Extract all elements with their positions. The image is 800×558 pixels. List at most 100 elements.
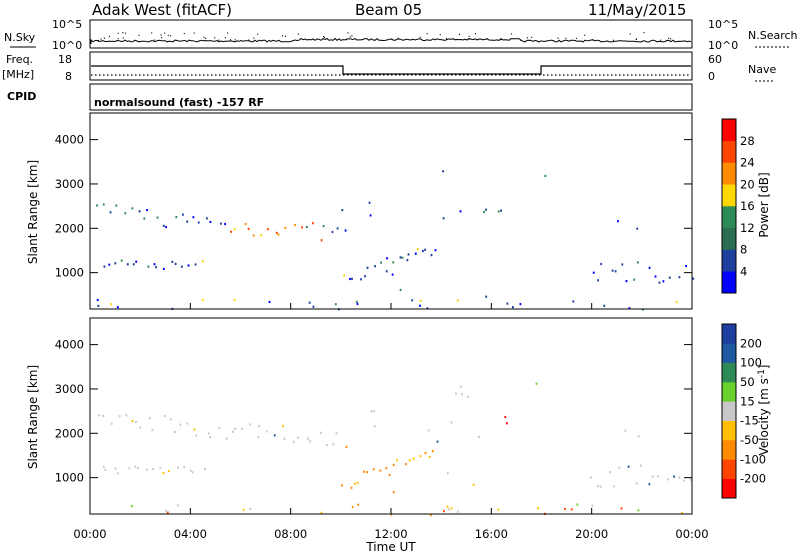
velocity-echo — [373, 410, 375, 413]
nsky-sample-dot — [575, 37, 577, 39]
power-echo — [399, 288, 402, 291]
power-echo — [344, 229, 347, 232]
power-echo — [364, 275, 366, 278]
power-echo — [351, 277, 353, 280]
power-echo — [182, 213, 184, 216]
power-echo — [685, 264, 687, 268]
nsky-sample-dot — [592, 39, 594, 41]
velocity-echo — [408, 459, 411, 462]
velocity-echo — [472, 483, 475, 486]
colorbar-swatch — [722, 440, 736, 460]
power-echo — [500, 209, 502, 212]
velocity-echo — [116, 472, 119, 475]
power-echo — [109, 211, 112, 214]
velocity-echo — [419, 455, 422, 458]
x-tick-label: 20:00 — [575, 527, 608, 541]
nsky-sample-dot — [439, 34, 441, 36]
colorbar-swatch — [722, 162, 736, 185]
power-echo — [633, 278, 636, 281]
power-echo — [343, 274, 345, 277]
x-tick-label: 16:00 — [475, 527, 508, 541]
freq-label: Freq. — [6, 53, 33, 66]
power-echo — [260, 234, 263, 237]
nsky-sample-dot — [557, 37, 559, 39]
power-echo — [424, 248, 426, 251]
power-echo — [483, 210, 485, 214]
power-echo — [192, 216, 195, 219]
velocity-echo — [478, 435, 480, 438]
nsky-trace — [90, 32, 692, 44]
colorbar-swatch — [722, 184, 736, 207]
velocity-echo — [428, 455, 431, 459]
power-echo — [135, 260, 138, 263]
nsky-sample-dot — [612, 39, 614, 41]
power-echo — [244, 223, 247, 226]
power-echo — [617, 220, 619, 223]
freq-strip-frame — [89, 51, 693, 81]
power-echo — [233, 228, 236, 231]
colorbar-swatch — [722, 119, 736, 142]
power-echo — [385, 270, 388, 273]
velocity-echo — [424, 451, 427, 455]
nsky-sample-dot — [349, 36, 351, 38]
power-panel-bg — [90, 113, 692, 309]
colorbar-swatch — [722, 227, 736, 250]
colorbar-tick-label: 50 — [740, 375, 755, 389]
power-echo — [426, 307, 429, 310]
velocity-echo — [249, 423, 251, 426]
velocity-echo — [164, 509, 167, 512]
y-tick-label: 3000 — [55, 382, 84, 396]
power-echo — [233, 298, 236, 301]
x-axis-ticks: 00:00 04:00 08:00 12:00 16:00 20:00 00:00 — [73, 303, 709, 541]
power-echo — [648, 266, 651, 269]
velocity-echo — [189, 469, 192, 472]
power-echo — [322, 225, 325, 228]
power-echo — [115, 204, 118, 207]
velocity-echo — [130, 505, 133, 508]
velocity-echo — [163, 414, 166, 418]
nsky-sample-dot — [214, 37, 216, 39]
x-tick-label: 00:00 — [73, 527, 106, 541]
power-echo — [366, 266, 369, 269]
nsky-sample-dot — [117, 32, 119, 34]
velocity-echo — [174, 430, 176, 434]
velocity-echo — [146, 468, 148, 471]
colorbar-frame — [721, 118, 737, 294]
nsky-sample-dot — [426, 33, 428, 35]
power-echo — [401, 256, 404, 259]
power-echo — [308, 301, 311, 304]
colorbar-swatch — [722, 382, 736, 402]
x-tick-label: 04:00 — [174, 527, 207, 541]
power-echo — [116, 306, 119, 309]
power-echo — [171, 260, 174, 263]
colorbar-tick-label: 100 — [740, 356, 762, 370]
velocity-echo — [370, 410, 373, 413]
velocity-echo — [183, 466, 186, 469]
nsky-sample-dot — [629, 33, 631, 35]
power-echo — [485, 208, 487, 211]
power-echo — [153, 263, 156, 266]
velocity-echo — [681, 511, 684, 514]
power-echo — [275, 231, 278, 234]
power-echo — [662, 280, 665, 283]
power-echo — [668, 276, 671, 279]
power-echo — [277, 233, 280, 236]
velocity-echo — [443, 510, 445, 513]
power-echo — [97, 304, 100, 307]
velocity-echo — [104, 468, 107, 471]
power-echo — [600, 262, 603, 266]
velocity-echo — [535, 382, 538, 385]
velocity-echo — [450, 421, 453, 424]
velocity-echo — [98, 414, 100, 417]
nsky-sample-dot — [183, 33, 185, 35]
power-echo — [156, 216, 159, 219]
velocity-echo — [162, 472, 165, 475]
velocity-echo — [152, 468, 154, 471]
velocity-echo — [597, 485, 599, 488]
velocity-echo — [134, 465, 137, 468]
velocity-echo — [599, 485, 602, 488]
power-echo — [224, 222, 226, 226]
nsky-sample-dot — [229, 39, 231, 41]
power-echo — [103, 265, 106, 268]
